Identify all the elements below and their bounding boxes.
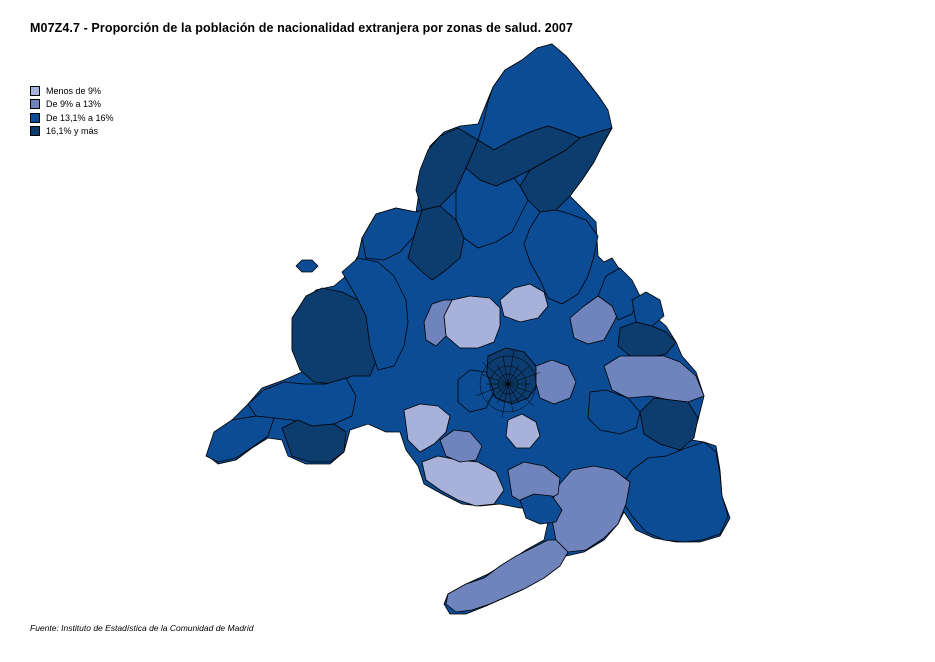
legend-swatch xyxy=(30,112,40,123)
zone-isla-norte xyxy=(295,259,319,273)
city-subdivision-line xyxy=(486,383,509,403)
legend-item: Menos de 9% xyxy=(30,84,114,98)
zone-suroeste xyxy=(247,377,357,427)
legend-swatch xyxy=(30,126,40,137)
city-subdivision-line xyxy=(507,372,540,385)
zone-suroeste-madrid-2 xyxy=(439,429,483,463)
zone-sierra-centro xyxy=(455,167,529,249)
city-subdivision-line xyxy=(476,383,509,396)
zone-centro-3 xyxy=(535,359,577,405)
zone-sur-aranjuez xyxy=(445,539,569,613)
city-subdivision-line xyxy=(481,374,509,385)
city-subdivision-line xyxy=(481,361,509,385)
city-subdivision-line xyxy=(507,365,530,385)
legend-item: De 13,1% a 16% xyxy=(30,111,114,125)
city-subdivision-line xyxy=(507,364,520,385)
city-subdivision-line xyxy=(507,383,514,412)
legend-label: De 9% a 13% xyxy=(46,99,102,110)
city-subdivision-line xyxy=(507,383,535,407)
zone-oeste-medio xyxy=(341,257,409,371)
legend: Menos de 9% De 9% a 13% De 13,1% a 16% 1… xyxy=(30,84,114,138)
legend-item: De 9% a 13% xyxy=(30,98,114,112)
zone-sureste-grande xyxy=(617,441,729,543)
zone-sur-3 xyxy=(519,493,563,525)
city-ring-line xyxy=(489,365,527,403)
zone-norte-madrid-3 xyxy=(499,283,549,323)
zone-norte-madrid-2 xyxy=(423,299,453,347)
legend-item: 16,1% y más xyxy=(30,125,114,139)
city-ring-line xyxy=(497,373,519,395)
city-subdivision-line xyxy=(507,383,520,404)
city-subdivision-line xyxy=(502,356,509,385)
legend-swatch xyxy=(30,85,40,96)
zone-suroeste-sur xyxy=(281,419,347,463)
map-title: M07Z4.7 - Proporción de la población de … xyxy=(30,21,573,35)
legend-swatch xyxy=(30,99,40,110)
city-subdivision-line xyxy=(501,383,509,418)
zone-suroeste-madrid-1 xyxy=(403,403,451,453)
city-ring-line xyxy=(479,355,537,413)
zone-centro-2 xyxy=(457,369,495,413)
zone-sur-centro xyxy=(551,465,631,553)
source-note: Fuente: Instituto de Estadística de la C… xyxy=(30,623,254,633)
city-subdivision-line xyxy=(507,350,515,385)
zone-suroeste-extremo xyxy=(205,415,275,463)
zone-este-3 xyxy=(639,397,699,451)
city-subdivision-line xyxy=(507,383,535,394)
zone-henares-2 xyxy=(631,291,665,327)
city-subdivision-line xyxy=(496,364,509,385)
zone-norte-madrid xyxy=(443,295,501,349)
legend-label: Menos de 9% xyxy=(46,85,102,96)
zone-sur-2 xyxy=(507,461,561,505)
city-subdivision-line xyxy=(496,383,509,404)
legend-label: 16,1% y más xyxy=(46,126,99,137)
zone-noroeste-medio xyxy=(407,205,465,281)
legend-label: De 13,1% a 16% xyxy=(46,112,114,123)
zone-noreste-corredor xyxy=(523,209,599,305)
zone-este-2 xyxy=(587,389,641,435)
zone-centro-4 xyxy=(505,413,541,449)
